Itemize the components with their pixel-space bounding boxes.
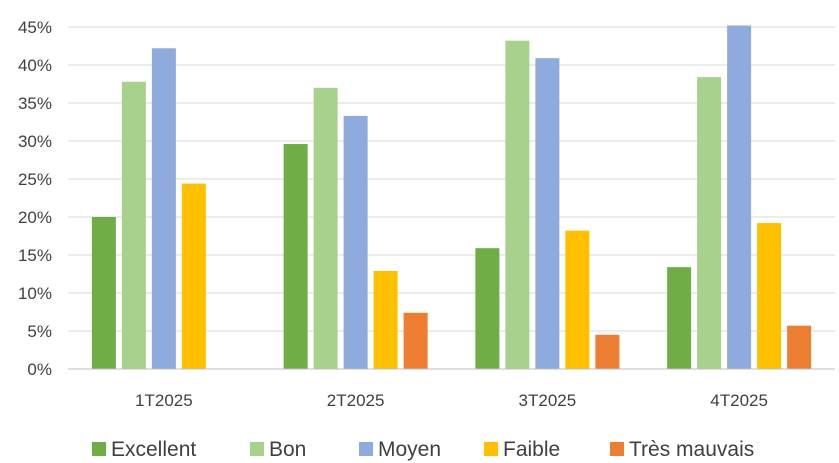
x-category-label: 3T2025 <box>519 391 577 410</box>
legend-label: Moyen <box>378 438 441 461</box>
legend-item: Très mauvais <box>610 438 754 461</box>
legend-swatch <box>250 442 264 456</box>
bar-moyen <box>343 115 368 369</box>
legend-swatch <box>484 442 498 456</box>
bar-très-mauvais <box>787 325 812 369</box>
x-category-label: 1T2025 <box>135 391 193 410</box>
bar-faible <box>757 223 782 369</box>
legend-item: Bon <box>250 438 306 461</box>
legend-label: Excellent <box>111 438 196 461</box>
bar-excellent <box>667 267 692 369</box>
bar-faible <box>181 183 206 369</box>
legend-item: Faible <box>484 438 560 461</box>
bar-moyen <box>727 25 752 369</box>
y-axis-ticks: 0% 5% 10% 15% 20% 25% 30% 35% 40% 45% <box>18 18 52 379</box>
bar-excellent <box>475 248 500 369</box>
legend-item: Moyen <box>359 438 441 461</box>
bar-excellent <box>283 144 308 369</box>
legend-label: Faible <box>503 438 560 461</box>
y-tick-label: 25% <box>18 170 52 189</box>
bar-très-mauvais <box>595 334 620 369</box>
bar-bon <box>505 40 530 370</box>
y-tick-label: 20% <box>18 208 52 227</box>
bar-bon <box>697 77 722 369</box>
bar-faible <box>373 270 398 369</box>
legend-item: Excellent <box>92 438 196 461</box>
y-tick-label: 35% <box>18 94 52 113</box>
bars <box>91 25 812 370</box>
y-tick-label: 5% <box>27 322 52 341</box>
y-tick-label: 40% <box>18 56 52 75</box>
bar-moyen <box>151 48 176 369</box>
legend-label: Très mauvais <box>629 438 754 461</box>
y-tick-label: 15% <box>18 246 52 265</box>
bar-faible <box>565 230 590 369</box>
bar-excellent <box>91 217 116 369</box>
legend-swatch <box>359 442 373 456</box>
legend-swatch <box>92 442 106 456</box>
x-axis-categories: 1T2025 2T2025 3T2025 4T2025 <box>135 391 768 410</box>
y-tick-label: 10% <box>18 284 52 303</box>
legend-label: Bon <box>269 438 306 461</box>
bar-moyen <box>535 58 560 369</box>
bar-très-mauvais <box>403 312 428 369</box>
bar-bon <box>313 87 338 370</box>
x-category-label: 2T2025 <box>327 391 385 410</box>
x-category-label: 4T2025 <box>710 391 768 410</box>
legend-swatch <box>610 442 624 456</box>
y-tick-label: 0% <box>27 360 52 379</box>
bar-bon <box>121 81 146 369</box>
y-tick-label: 45% <box>18 18 52 37</box>
legend: Excellent Bon Moyen Faible Très mauvais <box>92 438 754 461</box>
y-tick-label: 30% <box>18 132 52 151</box>
